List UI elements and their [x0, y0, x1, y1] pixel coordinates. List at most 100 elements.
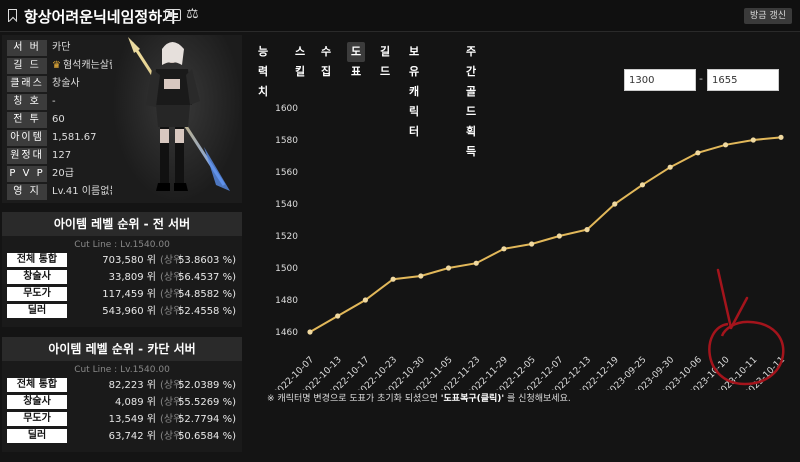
rank-upper: (상위: [160, 289, 183, 300]
info-value: 20급: [52, 168, 74, 179]
info-row-estate: 영 지 Lv.41 이름없는영지: [7, 184, 237, 200]
y-tick-label: 1460: [275, 328, 298, 338]
tab-collection[interactable]: 수집: [321, 45, 332, 78]
data-point[interactable]: [750, 137, 756, 143]
rank-percent: 50.6584 %): [178, 431, 236, 442]
range-min-input[interactable]: [624, 69, 696, 91]
rank-panel-title: 아이템 레벨 순위 - 전 서버: [2, 212, 242, 236]
rank-label: 전체 통합: [7, 253, 67, 267]
info-label: 아이템: [7, 130, 47, 146]
info-row-pvp: P V P 20급: [7, 166, 237, 182]
crown-icon: ♛: [52, 60, 61, 71]
restore-chart-link[interactable]: '도표복구(클릭)': [440, 394, 505, 404]
rank-label: 전체 통합: [7, 378, 67, 392]
tab-guild[interactable]: 길드: [380, 45, 391, 78]
rank-row: 창술사 33,809 위 (상위 56.4537 %): [2, 269, 242, 286]
data-point[interactable]: [501, 246, 507, 252]
data-point[interactable]: [529, 241, 535, 247]
info-value: -: [52, 96, 56, 107]
info-value: 127: [52, 150, 72, 161]
y-tick-label: 1480: [275, 296, 298, 306]
y-tick-label: 1600: [275, 104, 298, 114]
data-point[interactable]: [639, 182, 646, 188]
rank-panel-all: 아이템 레벨 순위 - 전 서버 Cut Line : Lv.1540.00 전…: [2, 212, 242, 327]
rank-percent: 52.0389 %): [178, 380, 236, 391]
info-label: P V P: [7, 166, 47, 182]
data-point[interactable]: [362, 297, 369, 303]
note-prefix: ※ 캐릭터명 변경으로 도표가 초기화 되셨으면: [267, 394, 441, 404]
data-point[interactable]: [612, 201, 618, 207]
refresh-button[interactable]: 방금 갱신: [744, 8, 792, 24]
rank-row: 무도가 13,549 위 (상위 52.7794 %): [2, 411, 242, 428]
data-point[interactable]: [722, 142, 729, 148]
guild-name[interactable]: 혐석캐는살람들: [62, 60, 128, 71]
rank-row: 딜러 63,742 위 (상위 50.6584 %): [2, 428, 242, 445]
rank-upper: (상위: [160, 272, 183, 283]
tab-skills[interactable]: 스킬: [295, 45, 306, 78]
range-separator: -: [699, 72, 703, 85]
info-label: 전 투: [7, 112, 47, 128]
rank-number: 63,742 위: [108, 431, 156, 442]
y-tick-label: 1500: [275, 264, 298, 274]
annotation-arrow: [716, 268, 749, 330]
rank-upper: (상위: [160, 414, 183, 425]
info-label: 길 드: [7, 58, 47, 74]
range-max-input[interactable]: [707, 69, 779, 91]
data-point[interactable]: [584, 227, 590, 233]
data-point[interactable]: [473, 260, 479, 266]
rank-number: 82,223 위: [108, 380, 156, 391]
cutline-text: Cut Line : Lv.1540.00: [74, 365, 170, 375]
tab-characters[interactable]: 보유 캐릭터: [409, 45, 420, 138]
info-value: 60: [52, 114, 65, 125]
rank-upper: (상위: [160, 306, 183, 317]
data-point[interactable]: [445, 265, 452, 271]
tab-stats[interactable]: 능력치: [258, 45, 269, 98]
rank-label: 무도가: [7, 287, 67, 301]
rank-percent: 55.5269 %): [178, 397, 236, 408]
data-point[interactable]: [390, 276, 396, 282]
rank-number: 703,580 위: [102, 255, 156, 266]
rank-number: 13,549 위: [108, 414, 156, 425]
rank-upper: (상위: [160, 431, 183, 442]
id-card-icon[interactable]: [165, 9, 181, 21]
info-value: ♛ 혐석캐는살람들: [52, 58, 127, 74]
data-point[interactable]: [307, 329, 313, 335]
rank-upper: (상위: [160, 380, 183, 391]
info-label: 원정대: [7, 148, 47, 164]
info-value: Lv.41 이름없는영지: [52, 186, 137, 197]
rank-label: 창술사: [7, 395, 67, 409]
balance-scale-icon[interactable]: ⚖: [186, 6, 199, 22]
info-row-combat: 전 투 60: [7, 112, 237, 128]
rank-label: 창술사: [7, 270, 67, 284]
info-row-title: 칭 호 -: [7, 94, 237, 110]
chart-note: ※ 캐릭터명 변경으로 도표가 초기화 되셨으면 '도표복구(클릭)' 를 신청…: [267, 391, 571, 404]
info-row-expedition: 원정대 127: [7, 148, 237, 164]
info-row-server: 서 버 카단: [7, 40, 237, 56]
rank-row: 창술사 4,089 위 (상위 55.5269 %): [2, 394, 242, 411]
rank-panel-server: 아이템 레벨 순위 - 카단 서버 Cut Line : Lv.1540.00 …: [2, 337, 242, 452]
data-point[interactable]: [695, 150, 701, 156]
tab-chart[interactable]: 도표: [347, 42, 366, 78]
rank-upper: (상위: [160, 255, 183, 266]
rank-label: 딜러: [7, 304, 67, 318]
page-header: 항상어려운닉네임정하기 ⚖ 방금 갱신: [0, 0, 800, 32]
data-point[interactable]: [556, 233, 562, 239]
data-point[interactable]: [418, 273, 424, 279]
data-point[interactable]: [778, 134, 784, 140]
character-figure: [128, 37, 230, 191]
rank-row: 딜러 543,960 위 (상위 52.4558 %): [2, 303, 242, 320]
y-tick-label: 1560: [275, 168, 298, 178]
character-name: 항상어려운닉네임정하기: [24, 8, 176, 26]
y-tick-label: 1540: [275, 200, 298, 210]
rank-upper: (상위: [160, 397, 183, 408]
data-point[interactable]: [335, 313, 341, 319]
rank-number: 117,459 위: [102, 289, 156, 300]
info-row-guild: 길 드 ♛ 혐석캐는살람들: [7, 58, 237, 74]
rank-panel-title: 아이템 레벨 순위 - 카단 서버: [2, 337, 242, 361]
tab-weekly-gold[interactable]: 주간골드획득: [466, 45, 477, 158]
bookmark-icon[interactable]: [8, 9, 17, 22]
info-label: 칭 호: [7, 94, 47, 110]
note-suffix: 를 신청해보세요.: [504, 394, 571, 404]
info-label: 서 버: [7, 40, 47, 56]
data-point[interactable]: [667, 164, 673, 170]
